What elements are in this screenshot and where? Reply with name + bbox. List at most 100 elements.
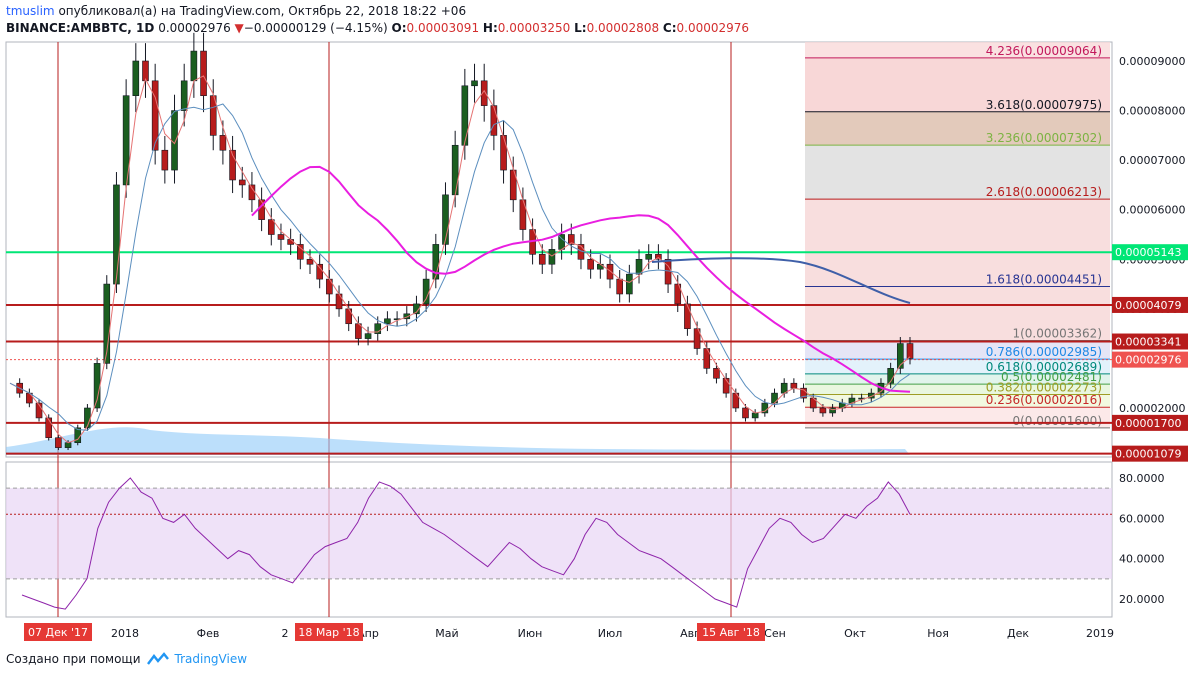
- candle[interactable]: [442, 194, 449, 245]
- time-axis-label: Окт: [844, 627, 866, 640]
- candle[interactable]: [751, 412, 759, 419]
- symbol-label[interactable]: BINANCE:AMBBTC, 1D: [6, 21, 155, 35]
- candle[interactable]: [190, 50, 198, 82]
- candle[interactable]: [867, 392, 875, 399]
- tradingview-logo-icon: [146, 652, 169, 665]
- candle[interactable]: [451, 144, 459, 196]
- candle[interactable]: [142, 60, 149, 82]
- candle[interactable]: [538, 254, 546, 265]
- candle[interactable]: [297, 244, 304, 260]
- candle[interactable]: [761, 402, 769, 414]
- candle[interactable]: [422, 278, 430, 305]
- candle[interactable]: [771, 392, 778, 404]
- candle[interactable]: [684, 303, 691, 329]
- fib-zone: [805, 286, 1110, 341]
- candle[interactable]: [93, 363, 101, 409]
- price-tag: [1112, 445, 1188, 462]
- close-label: C:: [662, 21, 677, 35]
- candle[interactable]: [219, 135, 227, 151]
- sma-200-line: [651, 257, 911, 304]
- candle[interactable]: [326, 278, 333, 295]
- candle[interactable]: [113, 184, 120, 285]
- time-axis-label: Сен: [764, 627, 786, 640]
- candle[interactable]: [742, 407, 749, 419]
- fib-level-label: 0.236(0.00002016): [986, 393, 1102, 407]
- time-axis-label: Июл: [598, 627, 623, 640]
- candle[interactable]: [229, 149, 236, 181]
- ema-slow-line: [9, 103, 911, 431]
- tradingview-link[interactable]: TradingView: [174, 652, 248, 666]
- sma-long-line: [251, 165, 911, 393]
- candle[interactable]: [829, 407, 836, 414]
- candle[interactable]: [161, 149, 169, 171]
- high-label: H:: [482, 21, 498, 35]
- author-link[interactable]: tmuslim: [6, 4, 55, 18]
- candle[interactable]: [335, 293, 343, 310]
- candle[interactable]: [316, 263, 323, 280]
- price-axis-tick: 0.00006000: [1119, 204, 1185, 217]
- price-tag-label: 0.00001079: [1115, 448, 1181, 461]
- candle[interactable]: [800, 387, 807, 399]
- candle[interactable]: [819, 407, 827, 414]
- candle[interactable]: [693, 328, 701, 349]
- candle[interactable]: [500, 135, 507, 171]
- candle[interactable]: [655, 254, 662, 260]
- candle[interactable]: [597, 263, 604, 270]
- candle[interactable]: [480, 80, 488, 106]
- candle[interactable]: [567, 234, 575, 245]
- fib-level-label: 0.5(0.00002481): [1001, 370, 1102, 384]
- candle[interactable]: [645, 254, 653, 260]
- candle[interactable]: [132, 60, 140, 97]
- candle[interactable]: [171, 110, 178, 171]
- candle[interactable]: [674, 283, 682, 305]
- candle[interactable]: [403, 313, 411, 320]
- time-highlight-tag: [697, 623, 765, 641]
- candle[interactable]: [713, 368, 720, 379]
- candle[interactable]: [722, 377, 730, 394]
- candle[interactable]: [55, 437, 62, 448]
- open-value: 0.00003091: [406, 21, 480, 35]
- candle[interactable]: [461, 85, 469, 146]
- candle[interactable]: [345, 308, 353, 325]
- fib-level-label: 1(0.00003362): [1012, 326, 1102, 340]
- candle[interactable]: [626, 273, 633, 295]
- candle[interactable]: [151, 80, 159, 151]
- candle[interactable]: [606, 263, 614, 280]
- fib-level-label: 1.618(0.00004451): [986, 273, 1102, 287]
- low-label: L:: [574, 21, 587, 35]
- candle[interactable]: [616, 278, 623, 295]
- candle[interactable]: [238, 179, 246, 186]
- candle[interactable]: [587, 258, 594, 270]
- candle[interactable]: [277, 234, 285, 240]
- price-tag: [1112, 333, 1188, 350]
- candle[interactable]: [906, 343, 914, 359]
- candle[interactable]: [635, 258, 643, 275]
- candle[interactable]: [364, 333, 372, 339]
- candle[interactable]: [490, 105, 498, 136]
- candle[interactable]: [374, 323, 382, 334]
- time-highlight-label: 18 Мар '18: [298, 626, 359, 639]
- candle[interactable]: [35, 402, 43, 419]
- candle[interactable]: [103, 283, 111, 364]
- candle[interactable]: [267, 219, 275, 235]
- candle[interactable]: [200, 50, 207, 96]
- fib-level-label: 4.236(0.00009064): [986, 44, 1102, 58]
- candle[interactable]: [471, 80, 478, 87]
- rsi-line[interactable]: [21, 477, 911, 610]
- candle[interactable]: [432, 244, 440, 280]
- price-tag-label: 0.00001700: [1115, 417, 1181, 430]
- candle[interactable]: [384, 318, 391, 325]
- candle[interactable]: [790, 382, 798, 389]
- candle[interactable]: [548, 249, 556, 265]
- time-highlight-tag: [24, 623, 92, 641]
- candle[interactable]: [45, 417, 53, 439]
- price-tag-label: 0.00003341: [1115, 336, 1181, 349]
- candle[interactable]: [519, 199, 527, 230]
- candle[interactable]: [64, 442, 72, 448]
- candle[interactable]: [248, 184, 256, 201]
- rsi-axis-tick: 20.0000: [1119, 593, 1165, 606]
- candle[interactable]: [897, 343, 904, 369]
- candle[interactable]: [180, 80, 188, 111]
- candle[interactable]: [306, 258, 314, 265]
